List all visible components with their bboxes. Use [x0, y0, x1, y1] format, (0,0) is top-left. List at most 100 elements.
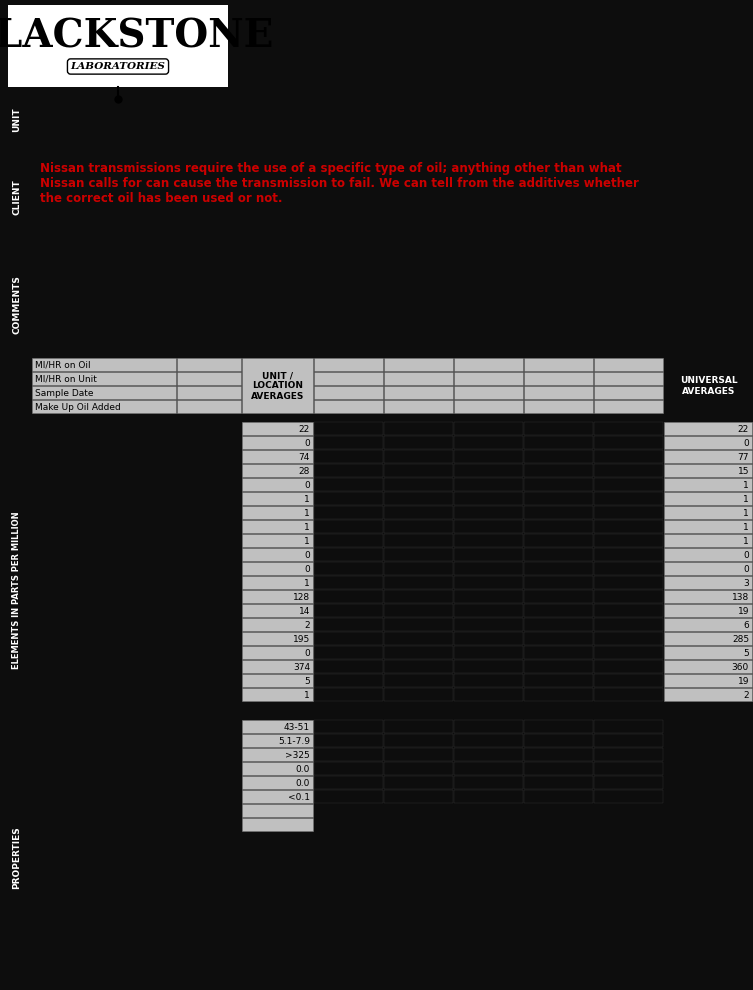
Bar — [242, 534, 313, 547]
Bar — [664, 450, 752, 463]
Text: 0: 0 — [304, 480, 310, 489]
Bar — [524, 464, 593, 477]
Bar — [384, 534, 453, 547]
Text: UNIVERSAL
AVERAGES: UNIVERSAL AVERAGES — [680, 376, 737, 396]
Bar — [664, 646, 752, 659]
Bar — [594, 604, 663, 617]
Bar — [594, 762, 663, 775]
Bar — [524, 534, 593, 547]
Bar — [454, 646, 523, 659]
Bar — [314, 422, 383, 435]
Bar — [384, 562, 453, 575]
Bar — [664, 506, 752, 519]
Bar — [314, 618, 383, 631]
Bar — [32, 372, 176, 385]
Bar — [594, 386, 663, 399]
Text: 0: 0 — [743, 439, 749, 447]
Text: 77: 77 — [737, 452, 749, 461]
Text: 1: 1 — [304, 578, 310, 587]
Bar — [594, 632, 663, 645]
Text: 0: 0 — [304, 439, 310, 447]
Bar — [524, 386, 593, 399]
Text: 0.0: 0.0 — [296, 764, 310, 773]
Bar — [314, 590, 383, 603]
Bar — [524, 720, 593, 733]
Bar — [177, 386, 241, 399]
Bar — [664, 576, 752, 589]
Bar — [664, 590, 752, 603]
Bar — [384, 422, 453, 435]
Text: MI/HR on Unit: MI/HR on Unit — [35, 374, 97, 383]
Text: 74: 74 — [299, 452, 310, 461]
Bar — [524, 414, 593, 421]
Bar — [594, 562, 663, 575]
Bar — [594, 372, 663, 385]
Bar — [454, 688, 523, 701]
Bar — [384, 358, 453, 371]
Bar — [454, 464, 523, 477]
Bar — [454, 604, 523, 617]
Text: 0.0: 0.0 — [296, 778, 310, 787]
Text: 2: 2 — [743, 690, 749, 700]
Bar — [242, 464, 313, 477]
Bar — [594, 400, 663, 413]
Bar — [242, 562, 313, 575]
Bar — [454, 436, 523, 449]
Bar — [594, 660, 663, 673]
Bar — [242, 450, 313, 463]
Bar — [454, 562, 523, 575]
Bar — [454, 520, 523, 533]
Bar — [524, 562, 593, 575]
Bar — [384, 604, 453, 617]
Text: 6: 6 — [743, 621, 749, 630]
Bar — [594, 478, 663, 491]
Bar — [384, 790, 453, 803]
Bar — [594, 720, 663, 733]
Bar — [454, 358, 523, 371]
Bar — [594, 688, 663, 701]
Bar — [664, 436, 752, 449]
Bar — [594, 492, 663, 505]
Bar — [594, 674, 663, 687]
Text: 128: 128 — [293, 592, 310, 602]
Text: 1: 1 — [304, 523, 310, 532]
Text: 5.1-7.9: 5.1-7.9 — [278, 737, 310, 745]
Bar — [314, 734, 383, 747]
Bar — [524, 422, 593, 435]
Bar — [454, 414, 523, 421]
Bar — [594, 776, 663, 789]
Bar — [242, 818, 313, 831]
Bar — [594, 414, 663, 421]
Bar — [524, 632, 593, 645]
Bar — [594, 734, 663, 747]
Bar — [454, 386, 523, 399]
Text: 0: 0 — [743, 550, 749, 559]
Bar — [664, 660, 752, 673]
Bar — [454, 478, 523, 491]
Text: 2: 2 — [304, 621, 310, 630]
Bar — [664, 688, 752, 701]
Bar — [384, 576, 453, 589]
Text: 285: 285 — [732, 635, 749, 644]
Bar — [384, 414, 453, 421]
Bar — [314, 450, 383, 463]
Bar — [454, 748, 523, 761]
Bar — [242, 804, 313, 817]
Bar — [594, 422, 663, 435]
Bar — [384, 436, 453, 449]
Bar — [664, 520, 752, 533]
Bar — [454, 576, 523, 589]
Bar — [32, 358, 176, 371]
Bar — [384, 590, 453, 603]
Bar — [314, 688, 383, 701]
Bar — [314, 646, 383, 659]
Bar — [314, 400, 383, 413]
Text: 1: 1 — [304, 690, 310, 700]
Text: 28: 28 — [299, 466, 310, 475]
Text: 0: 0 — [304, 564, 310, 573]
Bar — [524, 372, 593, 385]
Text: 15: 15 — [737, 466, 749, 475]
Bar — [664, 618, 752, 631]
Text: Make Up Oil Added: Make Up Oil Added — [35, 403, 120, 412]
Bar — [454, 674, 523, 687]
